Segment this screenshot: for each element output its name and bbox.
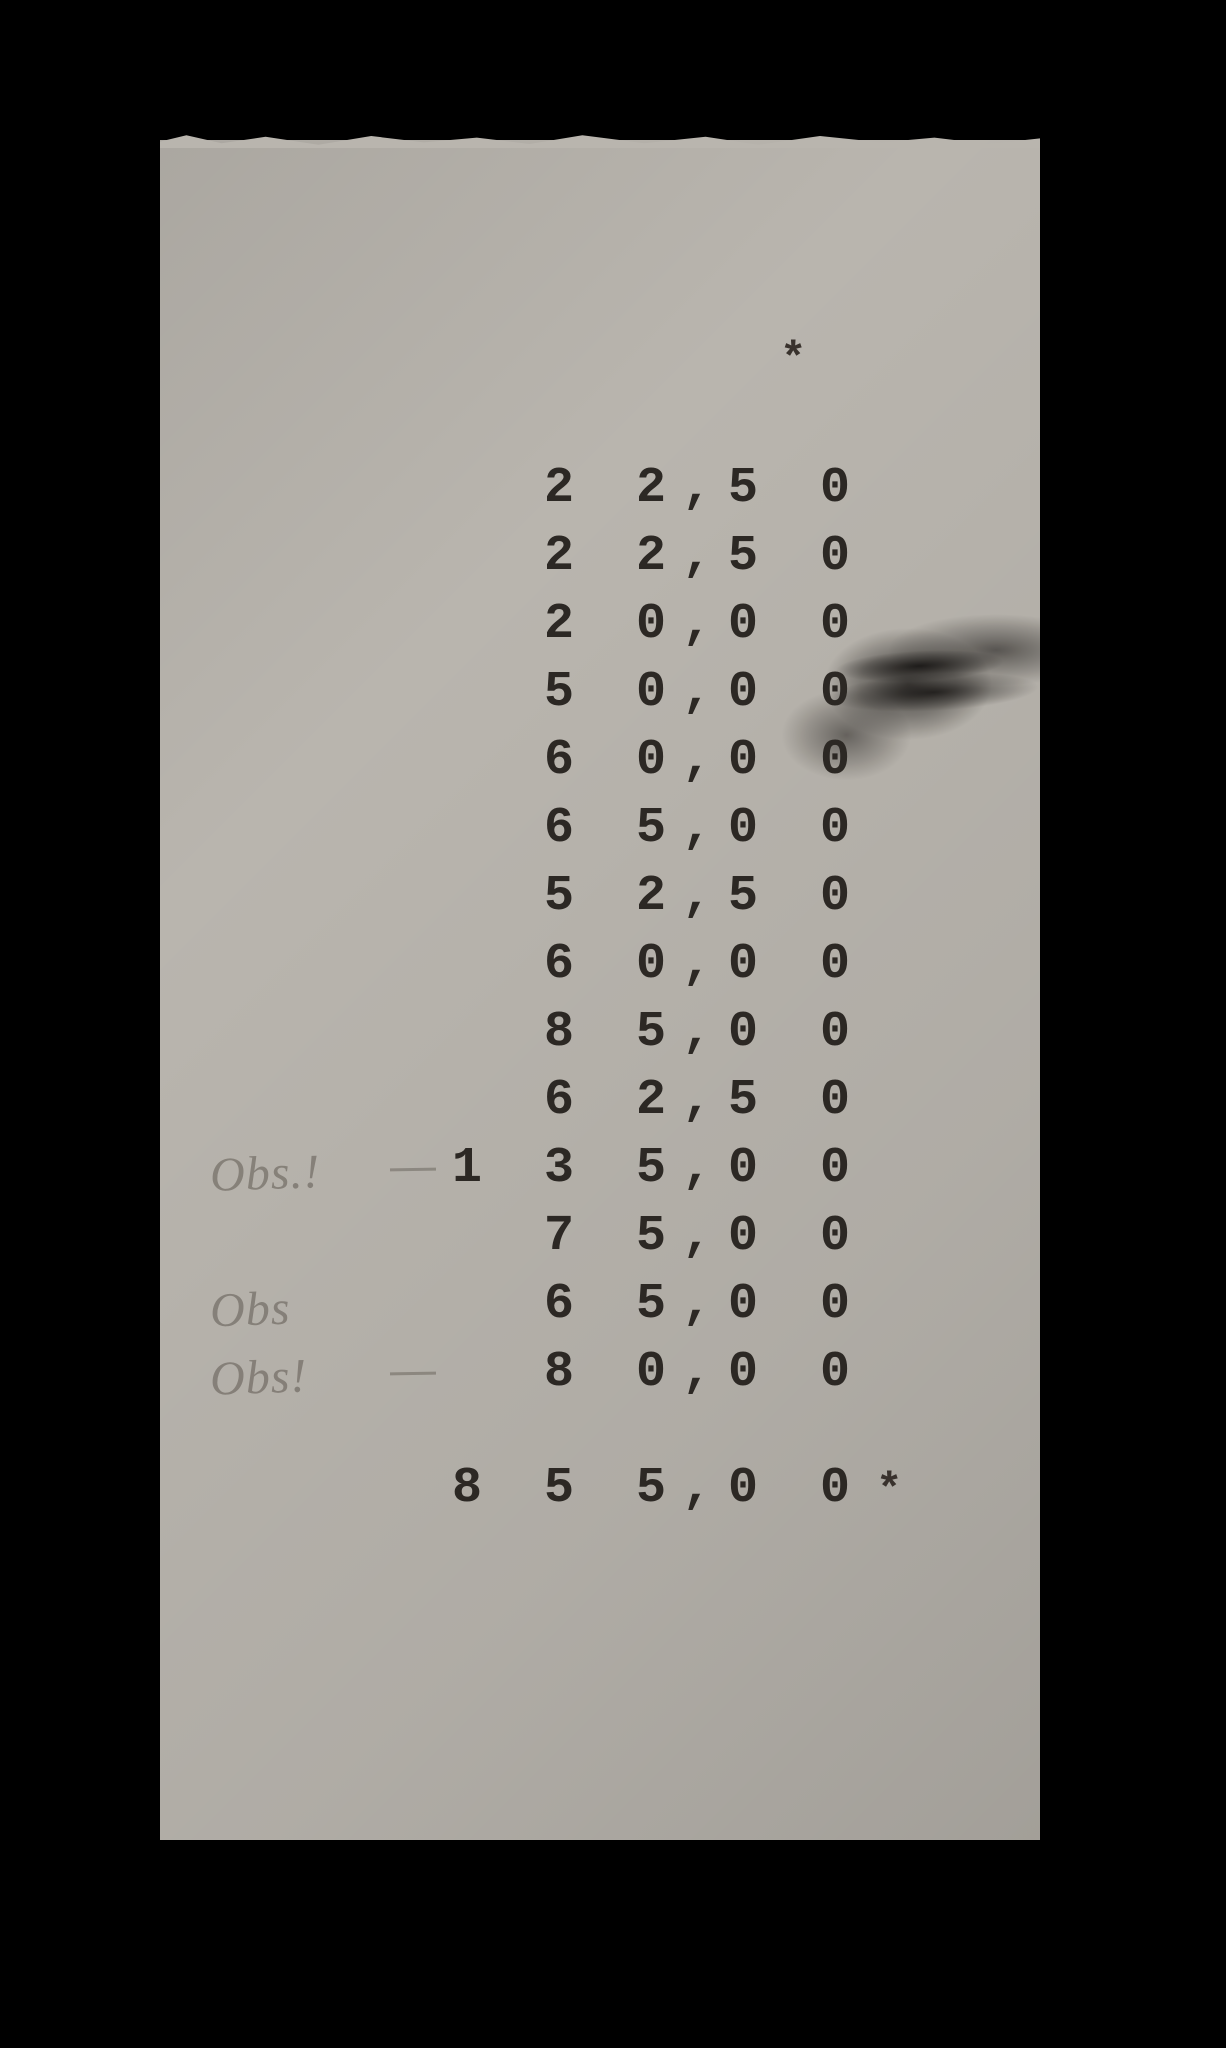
receipt-line: 2 2,5 0 — [160, 528, 1040, 596]
receipt-line: 6 0,0 0 — [160, 732, 1040, 800]
receipt-line: 5 2,5 0 — [160, 868, 1040, 936]
receipt-line: 8 5,0 0 — [160, 1004, 1040, 1072]
receipt-line: 2 2,5 0 — [160, 460, 1040, 528]
receipt-line: 5 0,0 0 — [160, 664, 1040, 732]
receipt-line: 6 5,0 0 — [160, 800, 1040, 868]
line-value: 6 5,0 0 — [544, 1276, 866, 1333]
receipt-line: 7 5,0 0 — [160, 1208, 1040, 1276]
handwritten-note: Obs! — [209, 1348, 308, 1406]
receipt-line: 6 0,0 0 — [160, 936, 1040, 1004]
total-row: 8 5 5,0 0 * — [160, 1460, 1040, 1528]
line-value: 6 0,0 0 — [544, 732, 866, 789]
total-marker: * — [876, 1466, 904, 1516]
line-value: 6 0,0 0 — [544, 936, 866, 993]
receipt-line: 6 2,5 0 — [160, 1072, 1040, 1140]
line-value: 8 5,0 0 — [544, 1004, 866, 1061]
line-value: 6 2,5 0 — [544, 1072, 866, 1129]
line-value: 2 2,5 0 — [544, 528, 866, 585]
handwritten-dash — [390, 1372, 436, 1376]
line-value: 8 0,0 0 — [544, 1344, 866, 1401]
handwritten-note: Obs.! — [209, 1144, 321, 1203]
receipt-line: 2 0,0 0 — [160, 596, 1040, 664]
receipt-lines: 2 2,5 0 2 2,5 0 2 0,0 0 5 0,0 0 6 0,0 0 6 5,0… — [160, 460, 1040, 1412]
handwritten-note: Obs — [209, 1281, 291, 1339]
line-value: 2 2,5 0 — [544, 460, 866, 517]
top-marker: * — [780, 335, 808, 385]
line-value: 5 2,5 0 — [544, 868, 866, 925]
total-value: 8 5 5,0 0 — [452, 1460, 866, 1517]
receipt-line: Obs 6 5,0 0 — [160, 1276, 1040, 1344]
line-value: 2 0,0 0 — [544, 596, 866, 653]
line-value: 7 5,0 0 — [544, 1208, 866, 1265]
receipt-line: Obs.! 1 3 5,0 0 — [160, 1140, 1040, 1208]
line-value: 6 5,0 0 — [544, 800, 866, 857]
line-value: 1 3 5,0 0 — [452, 1140, 866, 1197]
receipt-line: Obs! 8 0,0 0 — [160, 1344, 1040, 1412]
line-value: 5 0,0 0 — [544, 664, 866, 721]
handwritten-dash — [390, 1168, 436, 1172]
receipt-paper: * 2 2,5 0 2 2,5 0 2 0,0 0 5 0,0 0 6 0,0 0 6 5… — [160, 140, 1040, 1840]
